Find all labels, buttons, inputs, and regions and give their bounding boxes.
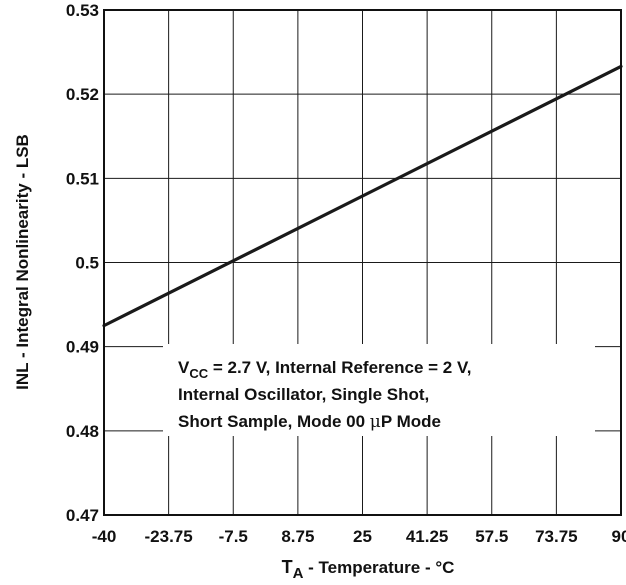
x-tick-label: -23.75 (145, 527, 193, 546)
x-axis-title: TA - Temperature - °C (282, 557, 455, 580)
x-tick-label: 90 (612, 527, 626, 546)
annotation-vcc-rest: = 2.7 V, Internal Reference = 2 V, (208, 358, 471, 377)
annotation-mu-symbol: μ (370, 412, 381, 432)
annotation-line-3: Short Sample, Mode 00 μP Mode (178, 412, 441, 432)
annotation-line3-after: P Mode (381, 412, 441, 431)
annotation-box (163, 344, 595, 436)
x-tick-label: 73.75 (535, 527, 578, 546)
x-tick-label: -7.5 (219, 527, 248, 546)
series-line (102, 64, 623, 328)
annotation-vcc-prefix: V (178, 358, 190, 377)
y-tick-label: 0.49 (66, 338, 99, 357)
y-axis-title: INL - Integral Nonlinearity - LSB (13, 134, 32, 390)
annotation-line-1: VCC = 2.7 V, Internal Reference = 2 V, (178, 358, 471, 381)
x-tick-labels: -40 -23.75 -7.5 8.75 25 41.25 57.5 73.75 90 (92, 527, 626, 546)
y-tick-labels: 0.47 0.48 0.49 0.5 0.51 0.52 0.53 (66, 1, 99, 525)
annotation-line3-before: Short Sample, Mode 00 (178, 412, 370, 431)
x-tick-label: 41.25 (406, 527, 449, 546)
y-tick-label: 0.5 (75, 254, 99, 273)
x-tick-label: -40 (92, 527, 117, 546)
plot-border (103, 9, 622, 516)
annotation-vcc-subscript: CC (189, 366, 208, 381)
x-axis-title-main: T (282, 557, 293, 577)
x-tick-label: 8.75 (281, 527, 314, 546)
x-axis-title-subscript: A (293, 565, 304, 580)
y-tick-label: 0.52 (66, 85, 99, 104)
series-layer (102, 64, 623, 328)
x-tick-label: 57.5 (475, 527, 508, 546)
annotation-line-2: Internal Oscillator, Single Shot, (178, 385, 429, 404)
x-axis-title-rest: - Temperature - °C (303, 558, 454, 577)
x-tick-label: 25 (353, 527, 372, 546)
grid (104, 10, 621, 515)
y-tick-label: 0.48 (66, 422, 99, 441)
y-tick-label: 0.51 (66, 169, 99, 188)
y-tick-label: 0.53 (66, 1, 99, 20)
y-tick-label: 0.47 (66, 506, 99, 525)
